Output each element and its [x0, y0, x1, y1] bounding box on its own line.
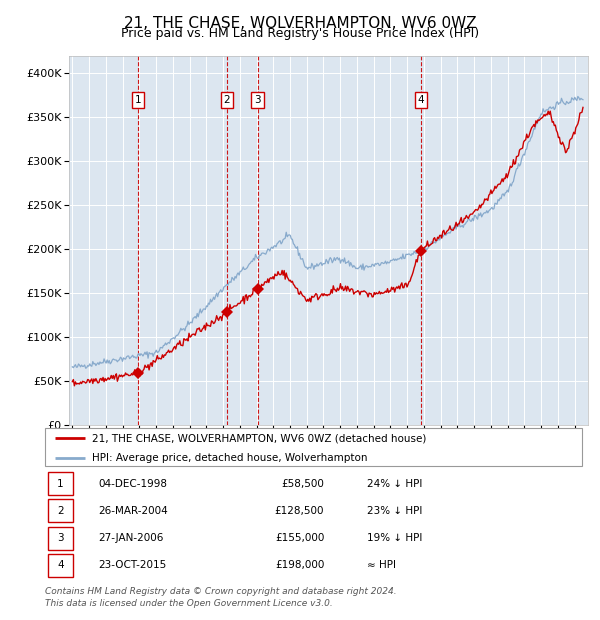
Text: 23-OCT-2015: 23-OCT-2015: [98, 560, 167, 570]
Text: 21, THE CHASE, WOLVERHAMPTON, WV6 0WZ: 21, THE CHASE, WOLVERHAMPTON, WV6 0WZ: [124, 16, 476, 30]
Text: £128,500: £128,500: [275, 506, 324, 516]
Text: 3: 3: [57, 533, 64, 543]
Text: Price paid vs. HM Land Registry's House Price Index (HPI): Price paid vs. HM Land Registry's House …: [121, 27, 479, 40]
Text: 2: 2: [57, 506, 64, 516]
Text: 4: 4: [57, 560, 64, 570]
Text: 04-DEC-1998: 04-DEC-1998: [98, 479, 168, 489]
Text: 21, THE CHASE, WOLVERHAMPTON, WV6 0WZ (detached house): 21, THE CHASE, WOLVERHAMPTON, WV6 0WZ (d…: [92, 433, 427, 443]
Text: 26-MAR-2004: 26-MAR-2004: [98, 506, 169, 516]
Text: 19% ↓ HPI: 19% ↓ HPI: [367, 533, 422, 543]
Text: 1: 1: [57, 479, 64, 489]
Text: 23% ↓ HPI: 23% ↓ HPI: [367, 506, 422, 516]
Text: 27-JAN-2006: 27-JAN-2006: [98, 533, 164, 543]
Text: 3: 3: [254, 95, 261, 105]
Text: 1: 1: [134, 95, 141, 105]
FancyBboxPatch shape: [47, 472, 73, 495]
Text: 24% ↓ HPI: 24% ↓ HPI: [367, 479, 422, 489]
Text: Contains HM Land Registry data © Crown copyright and database right 2024.
This d: Contains HM Land Registry data © Crown c…: [45, 587, 397, 608]
FancyBboxPatch shape: [45, 428, 582, 466]
Text: £58,500: £58,500: [281, 479, 324, 489]
FancyBboxPatch shape: [47, 500, 73, 522]
FancyBboxPatch shape: [47, 554, 73, 577]
Text: £198,000: £198,000: [275, 560, 324, 570]
Text: 2: 2: [224, 95, 230, 105]
Text: £155,000: £155,000: [275, 533, 324, 543]
Text: ≈ HPI: ≈ HPI: [367, 560, 396, 570]
Text: 4: 4: [418, 95, 424, 105]
Text: HPI: Average price, detached house, Wolverhampton: HPI: Average price, detached house, Wolv…: [92, 453, 368, 463]
FancyBboxPatch shape: [47, 527, 73, 549]
